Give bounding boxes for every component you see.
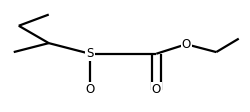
Text: O: O — [152, 83, 161, 96]
Text: O: O — [86, 83, 94, 96]
Text: O: O — [182, 38, 191, 51]
Text: S: S — [86, 47, 94, 60]
